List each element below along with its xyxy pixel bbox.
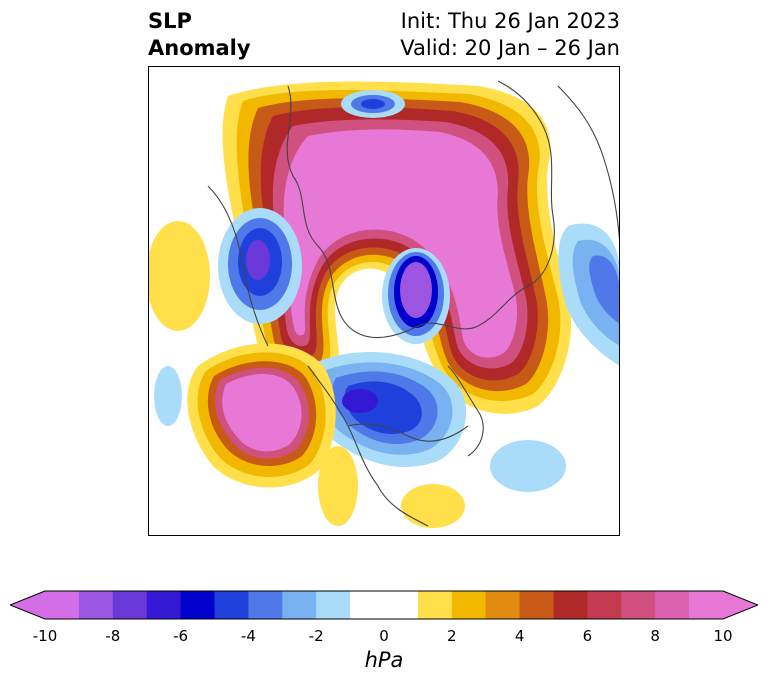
colorbar-max-extend <box>723 591 758 619</box>
colorbar-tick-label: 10 <box>713 627 733 645</box>
negative-anomaly-west <box>218 208 302 324</box>
colorbar <box>10 590 758 620</box>
negative-anomaly-arctic <box>382 248 450 344</box>
map-title: SLP Anomaly <box>148 8 251 62</box>
negative-anomaly-east <box>558 223 620 366</box>
valid-range: Valid: 20 Jan – 26 Jan <box>400 36 620 60</box>
colorbar-bin <box>248 591 283 619</box>
positive-anomaly-eurasia <box>222 81 572 414</box>
colorbar-bin <box>350 591 385 619</box>
colorbar-bin <box>587 591 622 619</box>
forecast-info: Init: Thu 26 Jan 2023 Valid: 20 Jan – 26… <box>400 8 620 62</box>
colorbar-bin <box>180 591 215 619</box>
title-line-2: Anomaly <box>148 36 251 60</box>
colorbar-tick-label: -4 <box>240 627 256 645</box>
colorbar-bin <box>282 591 317 619</box>
colorbar-tick-label: 8 <box>650 627 660 645</box>
positive-anomaly-pacific <box>187 343 336 488</box>
colorbar-bin <box>485 591 521 619</box>
colorbar-bin <box>112 591 148 619</box>
positive-anomaly-small-south <box>401 484 465 528</box>
colorbar-bin <box>384 591 419 619</box>
colorbar-tick-label: 0 <box>379 627 389 645</box>
colorbar-tick-label: 4 <box>514 627 525 645</box>
coastlines <box>207 80 620 527</box>
colorbar-bin <box>689 591 724 619</box>
positive-anomaly-small-west <box>148 221 210 331</box>
negative-anomaly-small-southeast <box>490 440 566 492</box>
colorbar-bin <box>316 591 351 619</box>
colorbar-bin <box>146 591 182 619</box>
colorbar-tick-label: -6 <box>173 627 189 645</box>
colorbar-bin <box>553 591 588 619</box>
colorbar-bin <box>655 591 690 619</box>
colorbar-tick-label: 2 <box>447 627 457 645</box>
title-line-1: SLP <box>148 9 192 33</box>
colorbar-bin <box>451 591 487 619</box>
colorbar-tick-label: -2 <box>308 627 324 645</box>
colorbar-bin <box>519 591 554 619</box>
slp-anomaly-map <box>148 66 620 536</box>
colorbar-tick-label: 6 <box>582 627 593 645</box>
positive-anomaly-small-sw <box>318 446 358 526</box>
colorbar-bin <box>621 591 656 619</box>
init-date: Init: Thu 26 Jan 2023 <box>400 9 620 33</box>
colorbar-tick-label: -10 <box>32 627 58 645</box>
colorbar-min-extend <box>10 591 45 619</box>
colorbar-bin <box>45 591 80 619</box>
negative-anomaly-top <box>341 90 405 118</box>
colorbar-unit: hPa <box>364 648 404 672</box>
colorbar-bin <box>214 591 249 619</box>
colorbar-tick-label: -8 <box>105 627 121 645</box>
colorbar-bin <box>417 591 453 619</box>
colorbar-bin <box>78 591 114 619</box>
negative-anomaly-small-southwest <box>154 366 182 426</box>
negative-anomaly-north-america <box>304 352 467 467</box>
